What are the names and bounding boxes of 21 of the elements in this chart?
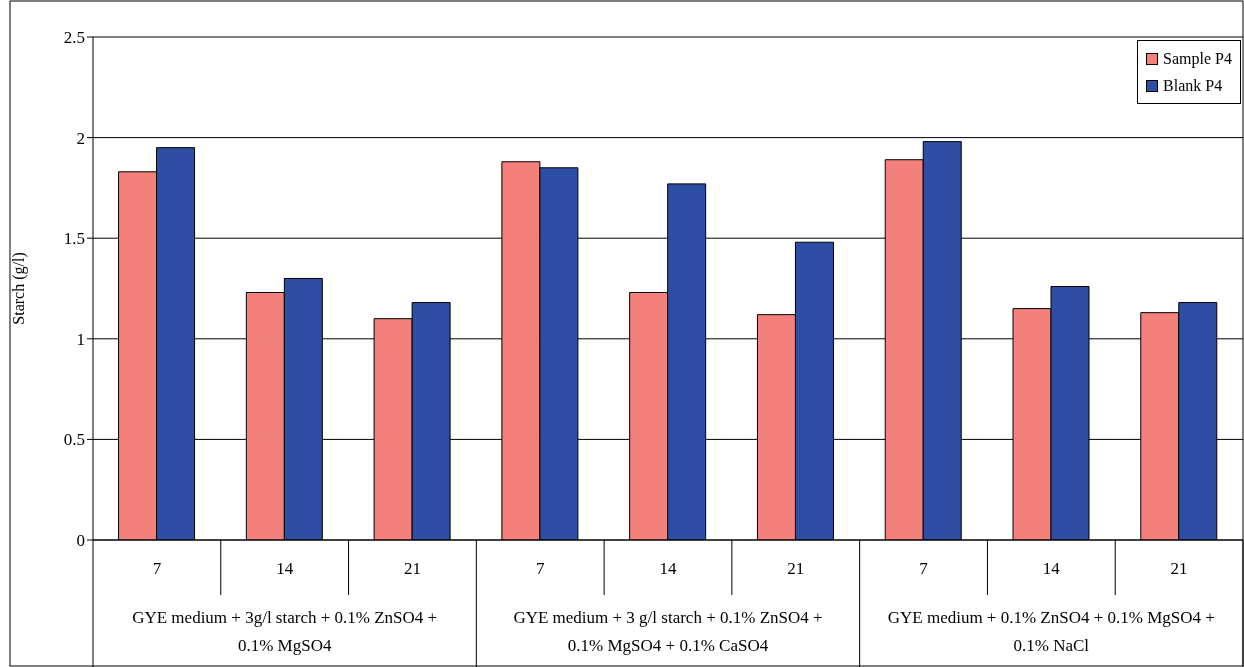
x-tick-label: 7 <box>535 559 545 579</box>
x-tick-label: 7 <box>152 559 162 579</box>
text: GYE medium + 0.1% ZnSO4 + 0.1% MgSO4 + 0.1% NaCl <box>886 607 1216 657</box>
legend-label: Sample P4 <box>1163 49 1232 70</box>
y-tick-label: 0 <box>76 531 85 551</box>
y-tick-label: 1.5 <box>63 229 85 249</box>
y-tick-label: 2 <box>76 128 85 148</box>
legend-label: Blank P4 <box>1163 76 1223 96</box>
y-tick-label: 2.5 <box>63 28 85 48</box>
x-tick-label: 14 <box>659 559 677 579</box>
x-tick-label: 14 <box>276 559 294 579</box>
text: GYE medium + 3g/l starch + 0.1% ZnSO4 + 0.1% MgSO4 <box>131 607 439 657</box>
x-tick-label: 14 <box>1042 559 1061 579</box>
text: GYE medium + 3 g/l starch + 0.1% ZnSO4 + 0.1% MgSO4 + 0.1% CaSO4 <box>512 607 824 657</box>
x-tick-label: 21 <box>787 559 805 579</box>
x-tick-label: 21 <box>403 559 421 579</box>
y-axis-title: Starch (g/l) <box>9 252 28 325</box>
y-tick-label: 0.5 <box>63 430 85 450</box>
x-tick-label: 7 <box>919 559 929 579</box>
y-tick-label: 1 <box>76 329 85 349</box>
x-tick-label: 21 <box>1170 559 1188 579</box>
